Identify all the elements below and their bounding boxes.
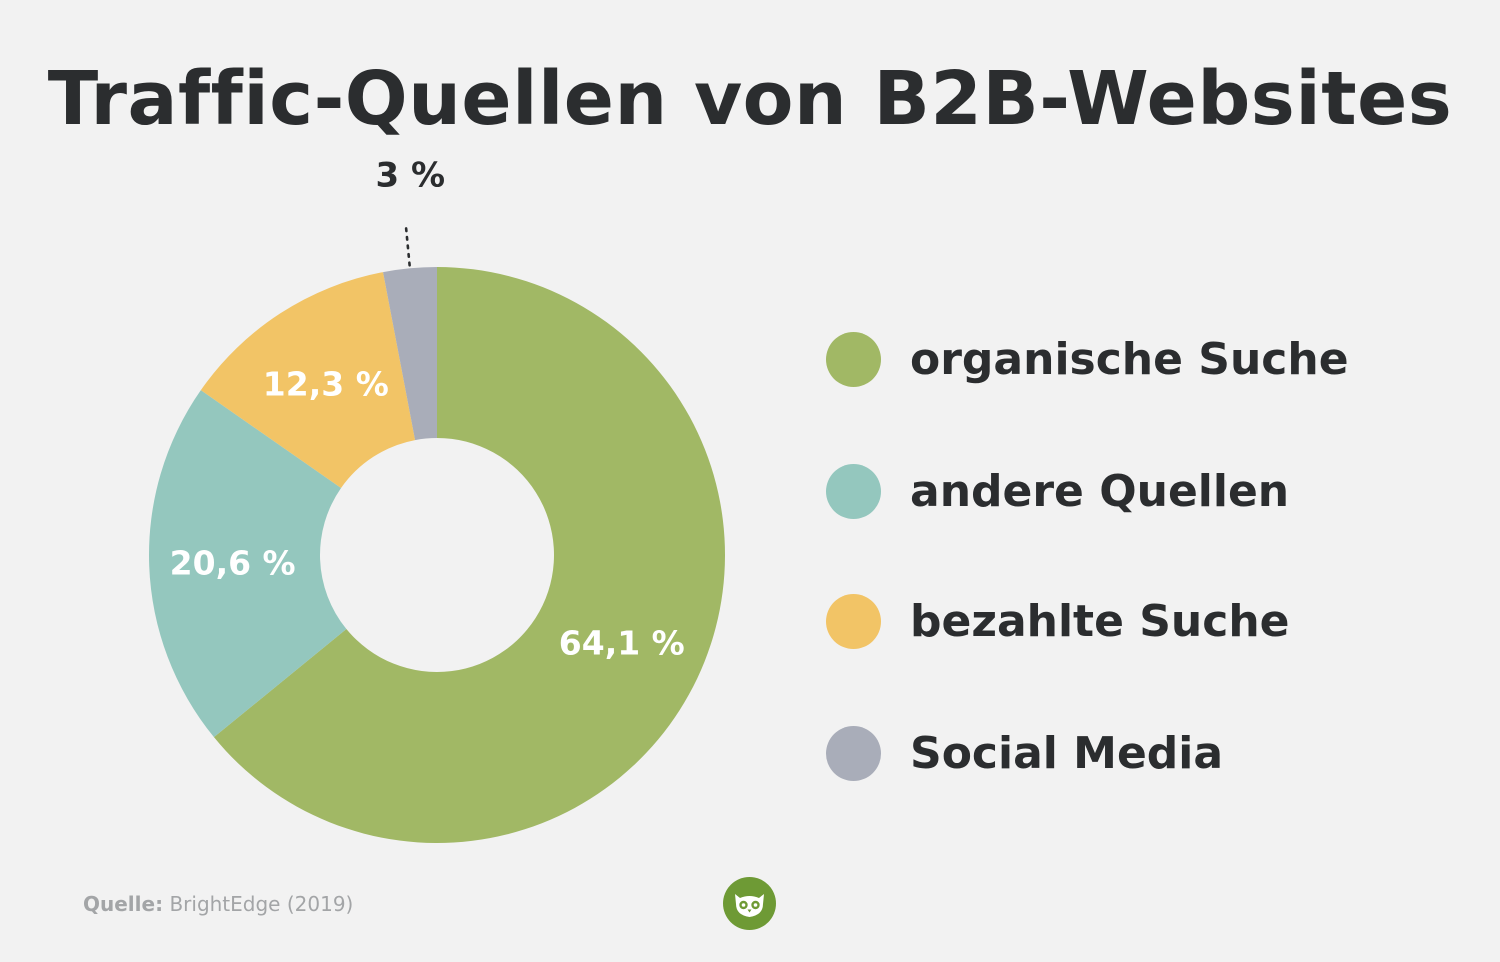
legend-swatch-organische-suche	[826, 332, 881, 387]
slice-label-bezahlte-suche: 12,3 %	[263, 364, 389, 403]
source-label: Quelle:	[83, 892, 164, 916]
legend-label-andere-quellen: andere Quellen	[910, 466, 1290, 517]
legend-item-social-media: Social Media	[826, 724, 1466, 784]
chart-title: Traffic-Quellen von B2B-Websites	[47, 56, 1453, 142]
legend-item-organische-suche: organische Suche	[826, 330, 1466, 390]
owl-icon	[723, 877, 776, 930]
legend-swatch-andere-quellen	[826, 464, 881, 519]
source-text: BrightEdge (2019)	[169, 892, 354, 916]
legend-swatch-bezahlte-suche	[826, 594, 881, 649]
legend-item-andere-quellen: andere Quellen	[826, 462, 1466, 522]
slice-organische-suche	[213, 267, 725, 844]
slice-andere-quellen	[149, 390, 347, 738]
slice-bezahlte-suche	[200, 272, 416, 489]
legend-label-organische-suche: organische Suche	[910, 334, 1349, 385]
slice-label-organische-suche: 64,1 %	[559, 624, 685, 663]
source-note: Quelle: BrightEdge (2019)	[83, 892, 353, 916]
slice-label-andere-quellen: 20,6 %	[170, 544, 296, 583]
legend-item-bezahlte-suche: bezahlte Suche	[826, 592, 1466, 652]
donut-chart: 64,1 % 20,6 % 12,3 % 3 %	[149, 156, 725, 844]
leader-line-social-media	[404, 225, 411, 267]
legend-swatch-social-media	[826, 726, 881, 781]
slice-label-social-media: 3 %	[375, 156, 445, 196]
legend-label-social-media: Social Media	[910, 728, 1224, 779]
legend-label-bezahlte-suche: bezahlte Suche	[910, 596, 1290, 647]
slice-social-media	[383, 267, 437, 441]
